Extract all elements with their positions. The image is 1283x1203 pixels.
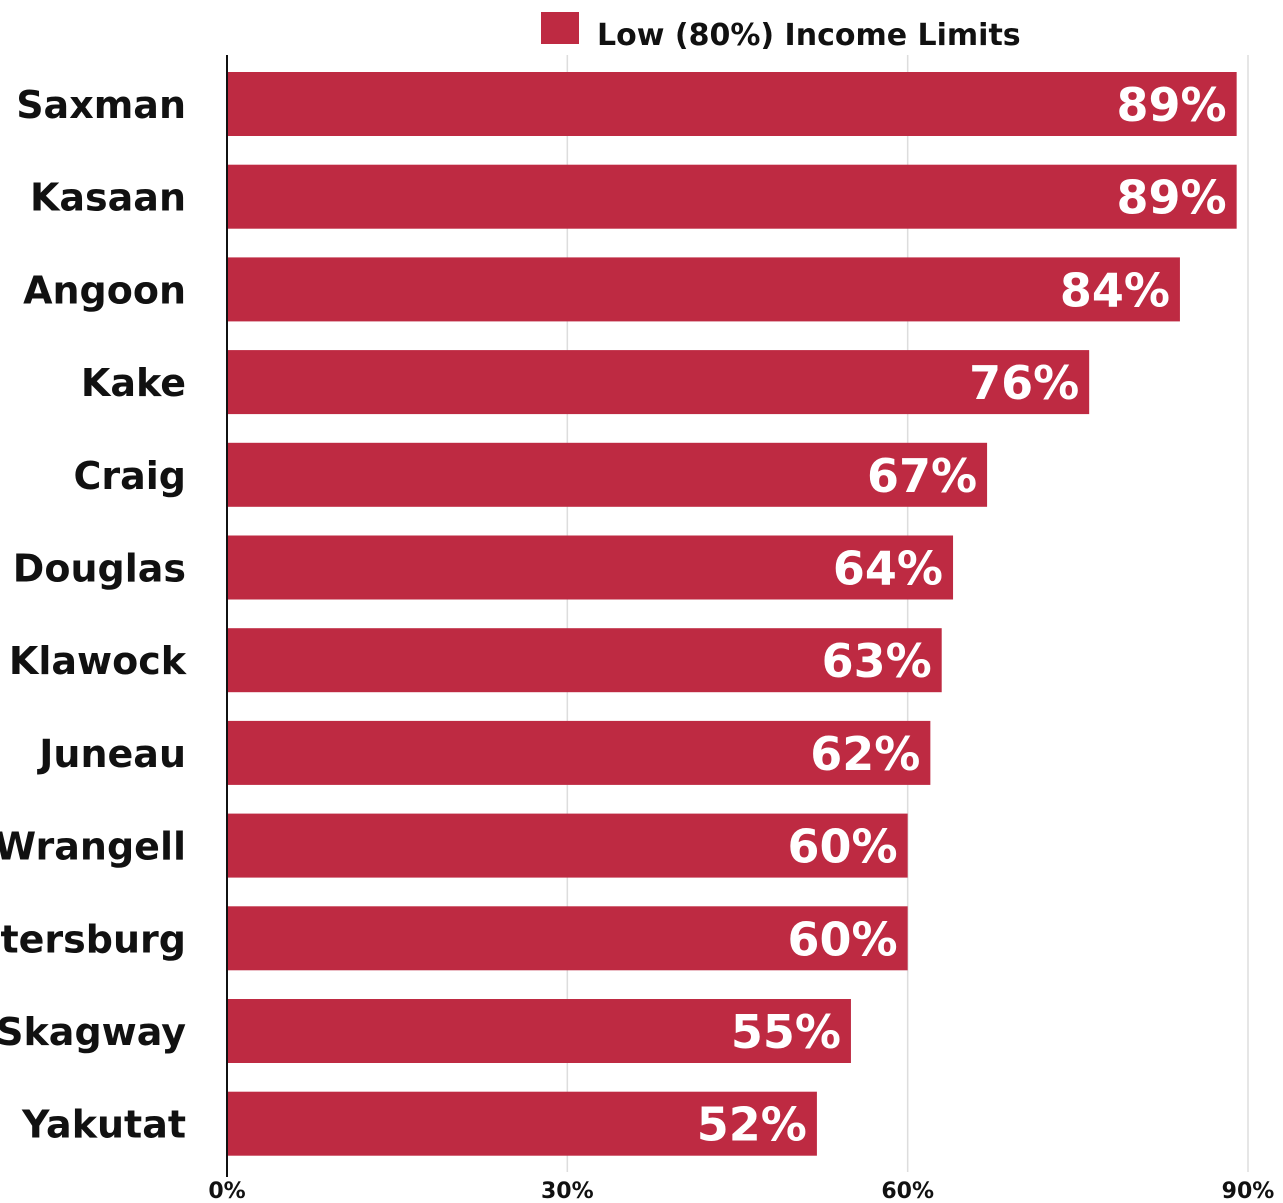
x-tick-label: 90% [1222,1179,1275,1203]
bar [227,535,954,600]
value-label: 67% [867,449,977,503]
category-labels: Saxman Kasaan Angoon Kake Craig Douglas Klawoc… [0,83,187,1147]
bar [227,442,988,507]
value-label: 89% [1117,78,1227,132]
bars [227,72,1237,1156]
bar [227,628,942,693]
category-label: Kake [81,361,186,405]
category-label: Juneau [36,732,186,776]
x-tick-label: 30% [541,1179,594,1203]
legend-label: Low (80%) Income Limits [597,18,1021,53]
value-label: 84% [1060,263,1170,317]
category-label: Craig [74,454,187,498]
value-label: 55% [731,1005,841,1059]
value-label: 76% [969,356,1079,410]
bar [227,164,1237,229]
value-label: 60% [788,820,898,874]
bar [227,72,1237,136]
value-label: 62% [810,727,920,781]
value-label: 52% [697,1098,807,1152]
category-label: Petersburg [0,917,186,961]
bar [227,1091,817,1156]
category-label: Yakutat [21,1103,186,1147]
value-label: 63% [822,634,932,688]
gridlines [566,55,1249,1172]
x-tick-label: 0% [208,1179,245,1203]
category-label: Skagway [0,1010,186,1054]
category-label: Douglas [13,547,186,591]
value-label: 89% [1117,171,1227,225]
bar [227,999,851,1063]
category-label: Klawock [9,639,187,683]
value-label: 60% [788,912,898,966]
bar [227,720,931,785]
legend-swatch [541,12,579,44]
value-label: 64% [833,542,943,596]
bar [227,257,1180,322]
bar [227,906,908,971]
value-labels: 89% 89% 84% 76% 67% 64% 63% 62% 60% 60% 55% 52% [697,78,1227,1152]
category-label: Angoon [23,268,186,312]
category-label: Saxman [16,83,186,127]
bar [227,813,908,878]
x-axis-ticks: 0% 30% 60% 90% [208,1179,1274,1203]
category-label: Kasaan [30,176,186,220]
legend: Low (80%) Income Limits [541,12,1021,53]
x-tick-label: 60% [881,1179,934,1203]
bar [227,350,1090,415]
category-label: Wrangell [0,825,186,869]
